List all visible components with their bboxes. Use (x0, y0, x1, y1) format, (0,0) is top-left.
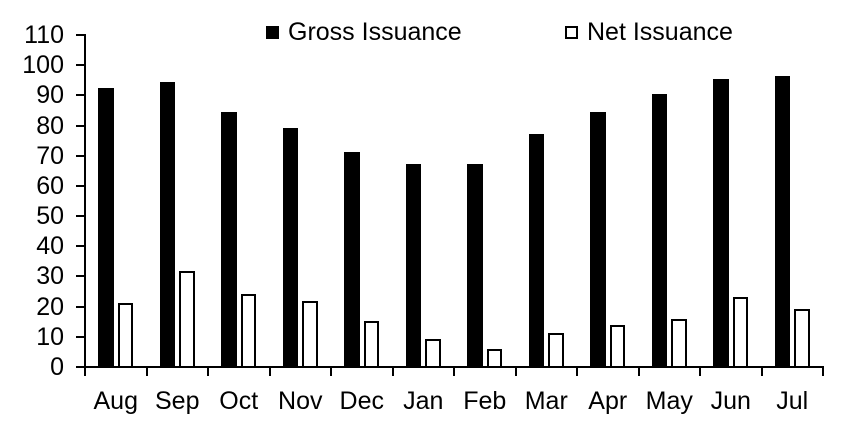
x-axis-tick (84, 368, 86, 376)
net-bar-jul (794, 308, 810, 366)
gross-bar-apr (590, 112, 606, 366)
x-axis-label-jul: Jul (776, 387, 809, 415)
y-axis-tick (76, 34, 84, 36)
y-axis-tick (76, 275, 84, 278)
net-bar-jan (425, 338, 441, 366)
net-bar-aug (117, 302, 134, 366)
x-axis-tick (207, 368, 209, 376)
x-axis-tick (576, 368, 578, 376)
x-axis-line (84, 366, 824, 368)
y-axis-tick (76, 94, 84, 97)
x-axis-tick (637, 368, 640, 376)
gross-bar-jan (405, 163, 422, 366)
x-axis-label-mar: Mar (524, 387, 568, 415)
x-axis-tick (268, 368, 271, 376)
net-bar-jun (732, 296, 749, 366)
gross-bar-dec (344, 151, 360, 366)
gross-bar-feb (467, 163, 483, 366)
x-axis-tick (145, 368, 148, 376)
x-axis-label-dec: Dec (339, 387, 384, 415)
x-axis-label-jan: Jan (403, 387, 444, 415)
y-axis-label: 80 (36, 111, 64, 140)
y-axis-label: 110 (24, 21, 64, 49)
x-axis-label-jun: Jun (710, 387, 751, 415)
gross-bar-oct (221, 112, 237, 366)
x-axis-label-may: May (645, 387, 693, 415)
y-axis-label: 0 (50, 353, 64, 381)
y-axis-label: 20 (36, 292, 64, 321)
net-bar-feb (486, 349, 503, 366)
x-axis-tick (822, 368, 824, 376)
net-bar-dec (363, 320, 380, 366)
y-axis-tick (76, 215, 84, 218)
gross-bar-sep (159, 82, 176, 366)
y-axis-tick (76, 184, 84, 187)
y-axis-tick (76, 64, 84, 67)
x-axis-label-feb: Feb (463, 387, 507, 415)
x-axis-label-nov: Nov (278, 387, 323, 415)
y-axis-tick (76, 366, 84, 368)
x-axis-label-apr: Apr (588, 387, 628, 415)
y-axis-label: 10 (36, 322, 64, 351)
legend-item-net-issuance: Net Issuance (565, 18, 733, 47)
legend-label-gross-issuance: Gross Issuance (288, 18, 462, 46)
legend-item-gross-issuance: Gross Issuance (266, 18, 462, 47)
net-bar-may (671, 319, 687, 366)
y-axis-label: 90 (36, 81, 64, 110)
x-axis-label-oct: Oct (219, 387, 259, 415)
net-bar-oct (240, 293, 257, 366)
gross-bar-may (651, 94, 668, 366)
y-axis-tick (76, 154, 84, 157)
x-axis-tick (391, 368, 394, 376)
gross-bar-jun (713, 79, 729, 366)
y-axis-tick (76, 124, 84, 127)
y-axis-label: 60 (36, 171, 64, 200)
x-axis-tick (699, 368, 701, 376)
x-axis-label-aug: Aug (93, 387, 138, 415)
net-bar-sep (179, 270, 195, 366)
gross-bar-mar (528, 133, 545, 366)
net-bar-nov (302, 301, 318, 366)
x-axis-tick (760, 368, 763, 376)
x-axis-label-sep: Sep (155, 387, 200, 415)
x-axis-tick (453, 368, 455, 376)
gross-issuance-swatch-icon (266, 26, 279, 39)
y-axis-tick (76, 335, 84, 338)
net-bar-mar (548, 332, 564, 366)
y-axis-label: 100 (22, 51, 64, 80)
y-axis-label: 50 (36, 202, 64, 231)
y-axis-label: 40 (36, 232, 64, 261)
net-issuance-swatch-icon (565, 26, 578, 39)
y-axis-label: 30 (36, 262, 64, 291)
legend-label-net-issuance: Net Issuance (587, 18, 733, 46)
x-axis-tick (514, 368, 517, 376)
y-axis-line (84, 34, 86, 368)
y-axis-tick (76, 305, 84, 308)
x-axis-tick (330, 368, 332, 376)
gross-bar-aug (98, 88, 114, 366)
y-axis-label: 70 (36, 141, 64, 170)
gross-bar-nov (282, 127, 299, 366)
y-axis-tick (76, 245, 84, 248)
gross-bar-jul (774, 76, 791, 366)
net-bar-apr (609, 325, 626, 366)
